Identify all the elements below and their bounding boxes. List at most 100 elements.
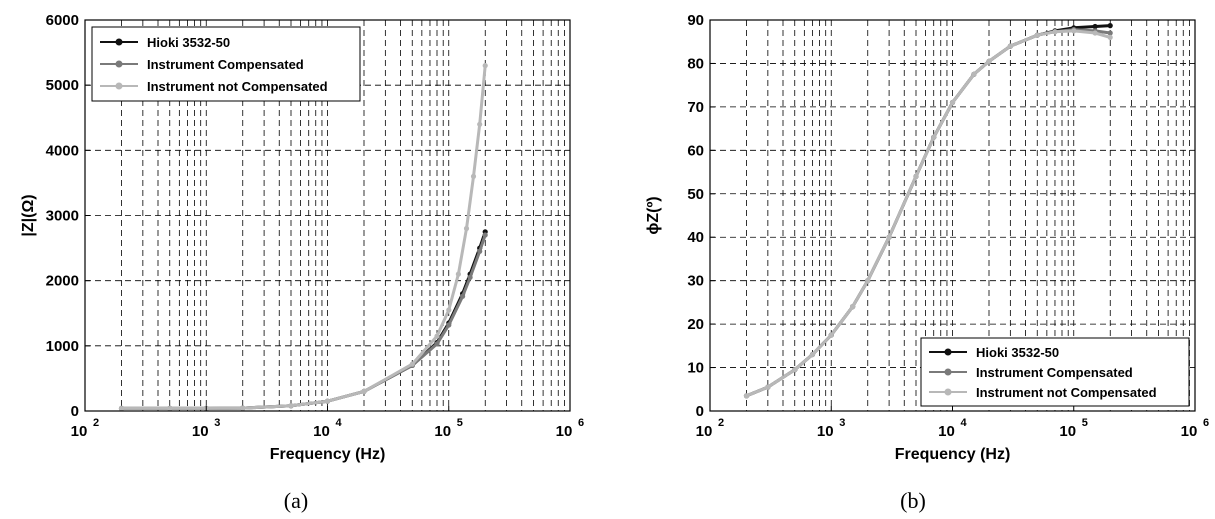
data-point bbox=[765, 384, 771, 390]
y-tick-label: 30 bbox=[687, 273, 704, 290]
data-point bbox=[931, 134, 937, 140]
data-point bbox=[792, 367, 798, 373]
legend-label: Instrument Compensated bbox=[147, 57, 304, 72]
x-tick-exponent: 3 bbox=[839, 417, 845, 429]
data-point bbox=[1107, 34, 1113, 41]
legend-label: Instrument not Compensated bbox=[147, 79, 328, 94]
y-tick-label: 90 bbox=[687, 12, 704, 29]
y-tick-label: 40 bbox=[687, 229, 704, 246]
y-tick-label: 2000 bbox=[46, 273, 79, 290]
data-point bbox=[361, 388, 367, 394]
x-tick-label: 10 bbox=[1059, 423, 1076, 440]
x-tick-exponent: 3 bbox=[214, 417, 220, 429]
y-tick-label: 10 bbox=[687, 360, 704, 377]
x-axis-label: Frequency (Hz) bbox=[270, 446, 386, 463]
x-tick-exponent: 5 bbox=[457, 417, 463, 429]
x-axis-label: Frequency (Hz) bbox=[895, 446, 1011, 463]
data-point bbox=[1034, 32, 1040, 38]
y-axis-label: |Z|(Ω) bbox=[20, 194, 37, 236]
data-point bbox=[1107, 30, 1113, 36]
data-point bbox=[446, 307, 452, 313]
data-point bbox=[809, 351, 816, 358]
caption-b: (b) bbox=[900, 488, 926, 513]
legend-marker bbox=[115, 38, 123, 46]
data-point bbox=[971, 71, 977, 77]
legend: Hioki 3532-50 Instrument Compensated Instr… bbox=[920, 337, 1190, 407]
data-point bbox=[865, 278, 871, 284]
data-point bbox=[409, 361, 415, 367]
data-point bbox=[460, 293, 466, 299]
y-tick-label: 80 bbox=[687, 55, 704, 72]
y-tick-label: 50 bbox=[687, 186, 704, 203]
data-point bbox=[1092, 23, 1098, 30]
x-tick-label: 10 bbox=[817, 423, 834, 440]
x-tick-exponent: 4 bbox=[336, 417, 343, 429]
data-point bbox=[240, 405, 246, 411]
data-point bbox=[850, 304, 856, 310]
x-tick-label: 10 bbox=[1181, 423, 1198, 440]
x-tick-exponent: 2 bbox=[718, 417, 724, 429]
data-point bbox=[986, 58, 992, 64]
legend-label: Hioki 3532-50 bbox=[976, 345, 1059, 360]
data-point bbox=[118, 405, 125, 411]
data-point bbox=[446, 322, 452, 328]
data-point bbox=[1052, 29, 1058, 35]
data-point bbox=[288, 403, 294, 409]
data-point bbox=[743, 393, 750, 399]
y-tick-label: 4000 bbox=[46, 142, 79, 159]
data-point bbox=[949, 99, 956, 106]
legend-marker bbox=[944, 388, 952, 396]
y-tick-label: 60 bbox=[687, 142, 704, 159]
data-point bbox=[434, 341, 440, 347]
chart-panel-b: 0 10 20 30 40 50 60 70 80 90 10 2 10 3 10 4 10 5 10 6 Freque… bbox=[645, 12, 1209, 463]
caption-a: (a) bbox=[284, 488, 308, 513]
chart-panel-a: 0 1000 2000 3000 4000 5000 6000 10 2 10 3 10 4 10 5 10 6… bbox=[20, 12, 584, 463]
data-point bbox=[463, 225, 470, 232]
legend-label: Instrument not Compensated bbox=[976, 385, 1157, 400]
y-tick-label: 3000 bbox=[46, 208, 79, 225]
data-point bbox=[886, 234, 892, 240]
x-tick-exponent: 2 bbox=[93, 417, 99, 429]
y-tick-label: 20 bbox=[687, 316, 704, 333]
legend-marker bbox=[115, 60, 123, 68]
legend-marker bbox=[944, 368, 952, 376]
legend-marker bbox=[944, 348, 952, 356]
y-tick-label: 6000 bbox=[46, 12, 79, 29]
data-point bbox=[828, 332, 834, 338]
data-point bbox=[477, 248, 483, 254]
x-tick-exponent: 6 bbox=[1203, 417, 1209, 429]
data-point bbox=[913, 173, 919, 179]
legend-marker bbox=[115, 82, 123, 90]
x-tick-label: 10 bbox=[938, 423, 955, 440]
data-point bbox=[1107, 23, 1113, 29]
y-tick-label: 1000 bbox=[46, 338, 79, 355]
data-point bbox=[470, 173, 477, 179]
y-axis-label: ϕZ(º) bbox=[645, 196, 662, 234]
y-tick-label: 70 bbox=[687, 99, 704, 116]
x-tick-label: 10 bbox=[71, 423, 88, 440]
legend: Hioki 3532-50 Instrument Compensated Instr… bbox=[91, 26, 361, 102]
data-point bbox=[482, 63, 488, 69]
data-point bbox=[324, 398, 331, 404]
x-tick-label: 10 bbox=[434, 423, 451, 440]
x-tick-label: 10 bbox=[556, 423, 573, 440]
y-tick-label: 5000 bbox=[46, 77, 79, 94]
x-tick-label: 10 bbox=[696, 423, 713, 440]
x-tick-exponent: 4 bbox=[961, 417, 968, 429]
data-point bbox=[1007, 43, 1014, 49]
legend-label: Instrument Compensated bbox=[976, 365, 1133, 380]
data-point bbox=[167, 405, 173, 411]
data-point bbox=[1071, 28, 1077, 34]
data-point bbox=[467, 274, 473, 280]
x-tick-exponent: 5 bbox=[1082, 417, 1088, 429]
legend-label: Hioki 3532-50 bbox=[147, 35, 230, 50]
x-tick-exponent: 6 bbox=[578, 417, 584, 429]
data-point bbox=[455, 271, 461, 277]
y-tick-label: 0 bbox=[71, 403, 79, 420]
data-point bbox=[434, 333, 440, 339]
data-point bbox=[1092, 30, 1098, 36]
x-tick-label: 10 bbox=[192, 423, 209, 440]
data-point bbox=[477, 121, 483, 127]
x-tick-label: 10 bbox=[313, 423, 330, 440]
